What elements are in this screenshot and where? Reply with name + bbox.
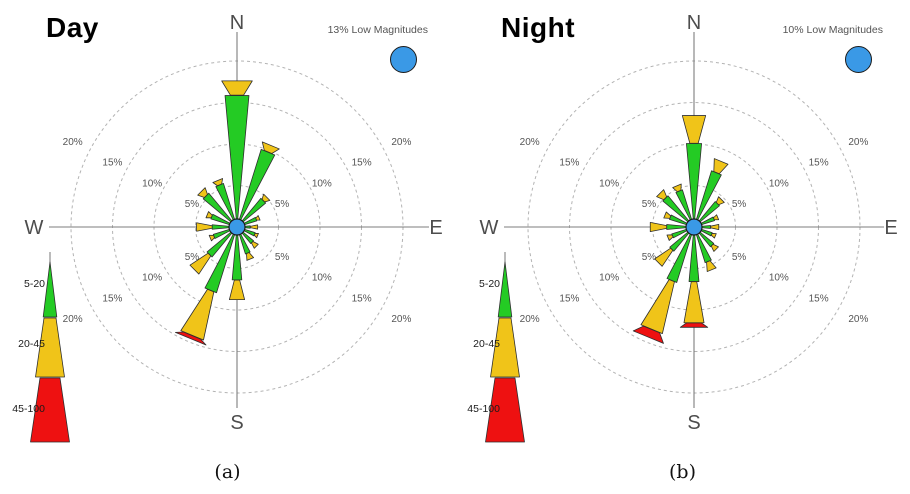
magnitude-legend-cone <box>30 252 70 443</box>
petals <box>632 115 729 344</box>
low-magnitudes-marker-day <box>390 46 417 73</box>
low-magnitudes-marker-night <box>845 46 872 73</box>
petal-SSW <box>175 226 238 346</box>
caption-b: (b) <box>669 461 696 483</box>
center-dot <box>685 218 703 236</box>
petal-SSW <box>632 226 695 344</box>
svg-text:20%: 20% <box>520 137 540 148</box>
svg-text:E: E <box>429 217 442 239</box>
svg-text:N: N <box>687 12 701 34</box>
petal-S <box>228 226 246 301</box>
panel-title-day: Day <box>46 12 99 43</box>
legend-label-high-bin: 45-100 <box>467 403 500 415</box>
svg-text:10%: 10% <box>142 178 162 189</box>
svg-text:15%: 15% <box>809 293 829 304</box>
svg-text:5%: 5% <box>185 199 200 210</box>
petal-NW <box>197 187 238 228</box>
svg-text:5%: 5% <box>642 252 657 263</box>
ring-labels: 5% 5% 5% 5% 10% 10% 10% 10% 15% 15% 15% 15% 20% 20% 20… <box>520 137 869 325</box>
svg-text:S: S <box>230 412 243 434</box>
svg-text:N: N <box>230 12 244 34</box>
petal-NE <box>693 196 725 228</box>
compass-labels: N S W E <box>480 12 898 434</box>
panel-title-night: Night <box>501 12 576 43</box>
rose-chart-night: 5% 5% 5% 5% 10% 10% 10% 10% 15% 15% 15% 15% 20% 20% 20… <box>480 12 898 443</box>
petals <box>175 80 280 346</box>
svg-text:20%: 20% <box>848 314 868 325</box>
rose-chart-day: 5% 5% 5% 5% 10% 10% 10% 10% 15% 15% 15% 15% 20% 20% 20… <box>25 12 443 443</box>
petal-W <box>649 222 695 232</box>
panel-day: Day 13% Low Magnitudes 5% 5% 5% 5% 10% 10% 10%… <box>12 12 443 483</box>
svg-text:5%: 5% <box>185 252 200 263</box>
petal-NNW <box>212 178 238 228</box>
panel-night: Night 10% Low Magnitudes 5% 5% 5% 5% 10% 10% 1… <box>455 0 910 494</box>
ring-labels: 5% 5% 5% 5% 10% 10% 10% 10% 15% 15% 15% 15% 20% 20% 20… <box>63 137 412 325</box>
svg-text:15%: 15% <box>559 293 579 304</box>
petal-NNE <box>236 141 280 228</box>
svg-text:10%: 10% <box>312 273 332 284</box>
svg-text:15%: 15% <box>559 158 579 169</box>
svg-text:15%: 15% <box>352 293 372 304</box>
petal-N <box>221 80 253 228</box>
svg-text:5%: 5% <box>732 252 747 263</box>
svg-text:S: S <box>687 412 700 434</box>
center-dot <box>228 218 246 236</box>
svg-text:10%: 10% <box>599 273 619 284</box>
low-magnitudes-label-day: 13% Low Magnitudes <box>327 24 428 36</box>
caption-a: (a) <box>214 461 241 483</box>
svg-text:15%: 15% <box>102 293 122 304</box>
svg-text:20%: 20% <box>63 314 83 325</box>
svg-text:5%: 5% <box>275 199 290 210</box>
petal-N <box>681 115 707 228</box>
svg-text:20%: 20% <box>391 137 411 148</box>
svg-text:10%: 10% <box>599 178 619 189</box>
svg-text:5%: 5% <box>275 252 290 263</box>
low-magnitudes-label-night: 10% Low Magnitudes <box>782 24 883 36</box>
svg-text:E: E <box>884 217 897 239</box>
svg-text:20%: 20% <box>848 137 868 148</box>
petal-S <box>679 226 709 328</box>
svg-text:10%: 10% <box>312 178 332 189</box>
petal-NNW <box>672 183 695 228</box>
legend-label-mid-bin: 20-45 <box>18 338 45 350</box>
svg-text:5%: 5% <box>642 199 657 210</box>
petal-NE <box>236 193 271 228</box>
petal-NW <box>656 189 695 228</box>
svg-text:20%: 20% <box>520 314 540 325</box>
svg-text:15%: 15% <box>352 158 372 169</box>
svg-text:W: W <box>480 217 499 239</box>
svg-text:20%: 20% <box>63 137 83 148</box>
svg-text:15%: 15% <box>809 158 829 169</box>
svg-text:15%: 15% <box>102 158 122 169</box>
svg-text:10%: 10% <box>769 273 789 284</box>
petal-W <box>196 222 238 232</box>
legend-label-mid-bin: 20-45 <box>473 338 500 350</box>
compass-labels: N S W E <box>25 12 443 434</box>
svg-text:10%: 10% <box>142 273 162 284</box>
legend-label-high-bin: 45-100 <box>12 403 45 415</box>
svg-text:5%: 5% <box>732 199 747 210</box>
legend-label-low-bin: 5-20 <box>23 278 45 290</box>
svg-text:20%: 20% <box>391 314 411 325</box>
legend-label-low-bin: 5-20 <box>478 278 500 290</box>
magnitude-legend-cone <box>485 252 525 443</box>
petal-NNE <box>693 158 729 228</box>
petal-SW <box>189 226 238 275</box>
petal-SSE <box>693 226 717 272</box>
svg-text:W: W <box>25 217 44 239</box>
svg-text:10%: 10% <box>769 178 789 189</box>
